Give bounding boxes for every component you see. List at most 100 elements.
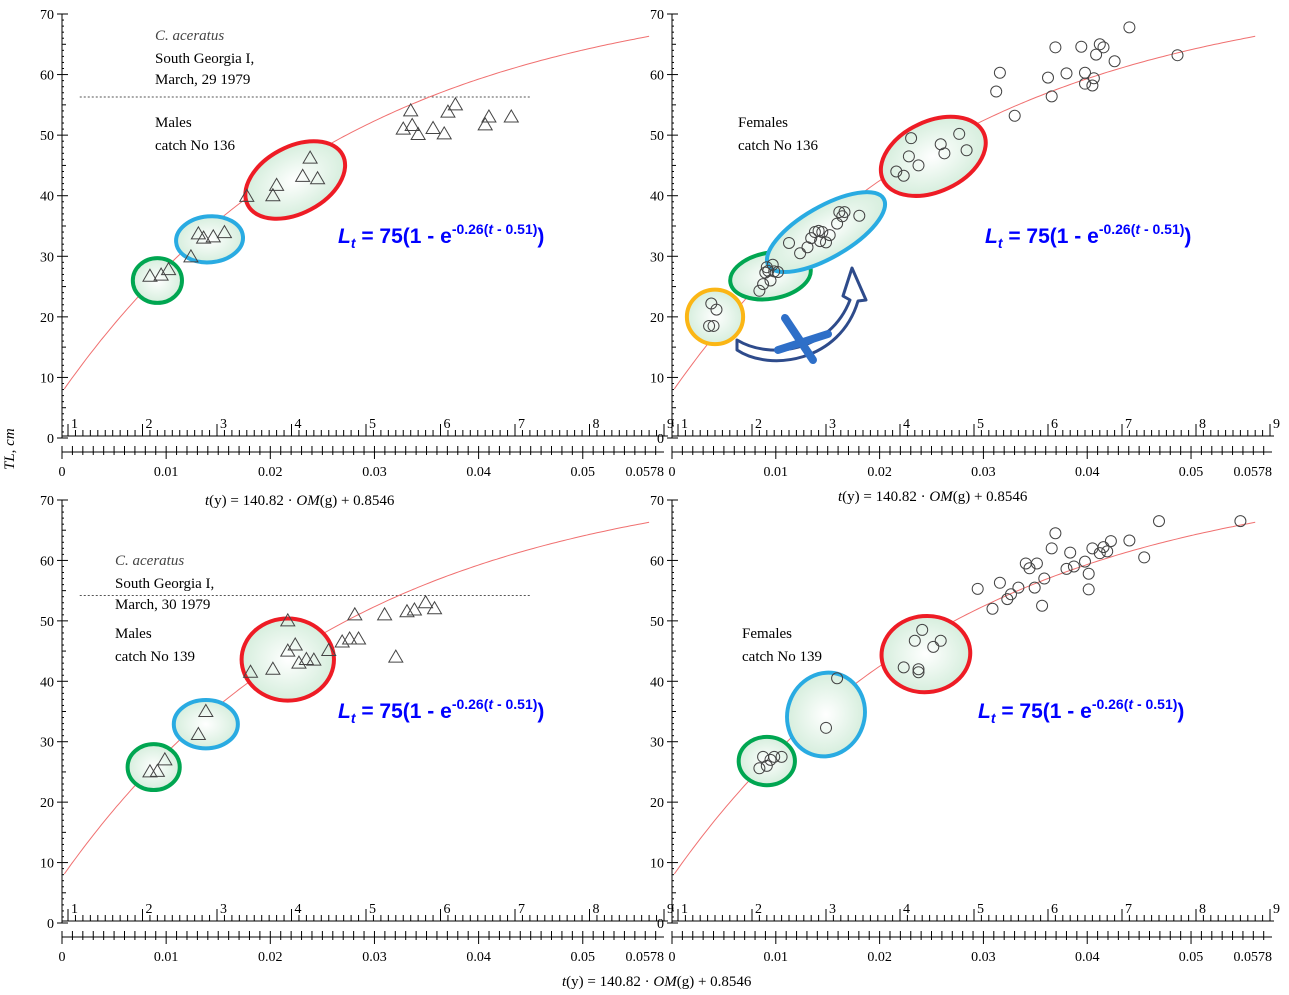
data-point bbox=[149, 763, 166, 777]
data-point bbox=[190, 225, 207, 240]
om-tick-label: 0.02 bbox=[258, 465, 283, 480]
data-point bbox=[902, 150, 915, 163]
y-tick-label: 60 bbox=[40, 554, 54, 569]
data-point bbox=[986, 602, 999, 615]
data-point bbox=[1082, 567, 1095, 580]
formula-suffix: (g) + 0.8546 bbox=[676, 974, 752, 990]
data-point bbox=[1086, 79, 1099, 92]
data-point bbox=[760, 759, 773, 772]
data-point bbox=[897, 661, 910, 674]
y-tick-label: 60 bbox=[40, 69, 54, 84]
data-point bbox=[1005, 588, 1017, 601]
data-point bbox=[410, 126, 427, 141]
data-point bbox=[912, 159, 925, 172]
formula-mid: (y) = 140.82 · bbox=[566, 974, 654, 990]
data-point bbox=[1028, 581, 1041, 594]
om-tick-label: 0.04 bbox=[1075, 465, 1100, 480]
cross-stroke-2 bbox=[774, 330, 832, 354]
y-tick-label: 30 bbox=[650, 736, 664, 751]
data-point bbox=[783, 236, 795, 249]
data-point bbox=[503, 108, 520, 123]
formula-top-left: t(y) = 140.82 · OM(g) + 0.8546 bbox=[205, 493, 394, 510]
formula-top-right: t(y) = 140.82 · OM(g) + 0.8546 bbox=[838, 489, 1027, 506]
age-tick-label: 4 bbox=[903, 902, 910, 917]
y-tick-label: 10 bbox=[650, 371, 664, 386]
data-point bbox=[993, 66, 1006, 79]
om-tick-label: 0.01 bbox=[154, 465, 179, 480]
om-tick-label: 0.05 bbox=[571, 465, 596, 480]
growth-equation: Lt = 75(1 - e-0.26(t - 0.51)) bbox=[338, 221, 544, 251]
age-group-ellipse-2 bbox=[174, 214, 246, 265]
data-point bbox=[960, 144, 973, 157]
data-point bbox=[294, 168, 311, 182]
data-point bbox=[823, 229, 836, 242]
data-point bbox=[927, 640, 940, 653]
data-point bbox=[1019, 557, 1032, 570]
data-point bbox=[305, 652, 322, 666]
y-tick-label: 50 bbox=[650, 615, 664, 630]
data-point bbox=[298, 651, 315, 666]
data-point bbox=[897, 169, 910, 182]
age-tick-label: 2 bbox=[146, 417, 153, 432]
data-point bbox=[190, 726, 207, 740]
data-point bbox=[447, 96, 464, 111]
data-point bbox=[757, 278, 770, 291]
data-point bbox=[156, 751, 173, 766]
age-tick-label: 9 bbox=[1273, 902, 1280, 917]
age-tick-label: 9 bbox=[667, 902, 674, 917]
y-tick-label: 50 bbox=[40, 129, 54, 144]
data-point bbox=[753, 284, 766, 297]
data-point bbox=[1049, 527, 1062, 540]
data-point bbox=[265, 187, 281, 202]
data-point bbox=[242, 664, 259, 678]
age-tick-label: 3 bbox=[220, 417, 227, 432]
age-tick-label: 5 bbox=[977, 902, 984, 917]
om-tick-label: 0.0578 bbox=[626, 950, 665, 965]
data-point bbox=[1064, 546, 1077, 559]
age-tick-label: 7 bbox=[518, 902, 525, 917]
y-tick-label: 10 bbox=[650, 857, 664, 872]
data-point bbox=[831, 672, 844, 685]
data-point bbox=[1045, 542, 1058, 555]
age-group-ellipse-1 bbox=[125, 742, 182, 793]
data-point bbox=[1045, 90, 1058, 103]
age-tick-label: 4 bbox=[295, 417, 302, 432]
cross-stroke-1 bbox=[781, 314, 817, 364]
om-tick-label: 0.02 bbox=[867, 950, 892, 965]
data-point bbox=[905, 132, 918, 145]
formula-suffix: (g) + 0.8546 bbox=[319, 493, 395, 509]
data-point bbox=[195, 230, 212, 244]
data-point bbox=[440, 104, 456, 118]
om-tick-label: 0.03 bbox=[362, 465, 387, 480]
age-tick-label: 7 bbox=[518, 417, 525, 432]
data-point bbox=[1036, 599, 1049, 612]
age-tick-label: 1 bbox=[681, 902, 688, 917]
om-tick-label: 0.04 bbox=[466, 950, 491, 965]
sex-label: Females bbox=[738, 115, 788, 131]
age-group-ellipse-4 bbox=[878, 114, 988, 198]
y-tick-label: 20 bbox=[40, 796, 54, 811]
y-tick-label: 60 bbox=[650, 554, 664, 569]
age-tick-label: 6 bbox=[1051, 417, 1058, 432]
data-point bbox=[477, 116, 494, 131]
age-tick-label: 3 bbox=[220, 902, 227, 917]
species-label: C. aceratus bbox=[115, 553, 184, 569]
data-point bbox=[404, 117, 421, 131]
data-point bbox=[309, 170, 326, 185]
data-point bbox=[833, 206, 846, 219]
data-point bbox=[265, 661, 281, 675]
data-point bbox=[771, 266, 784, 279]
data-point bbox=[1138, 551, 1151, 564]
om-tick-label: 0.0578 bbox=[626, 465, 665, 480]
data-point bbox=[417, 594, 434, 609]
species-label: C. aceratus bbox=[155, 28, 224, 44]
data-point bbox=[346, 606, 363, 621]
data-point bbox=[1123, 21, 1136, 34]
age-tick-label: 8 bbox=[1199, 417, 1206, 432]
data-point bbox=[1038, 572, 1051, 585]
data-point bbox=[238, 188, 255, 202]
y-axis-label: TL, cm bbox=[2, 428, 19, 470]
om-tick-label: 0.04 bbox=[466, 465, 491, 480]
formula-bottom: t(y) = 140.82 · OM(g) + 0.8546 bbox=[562, 974, 751, 991]
